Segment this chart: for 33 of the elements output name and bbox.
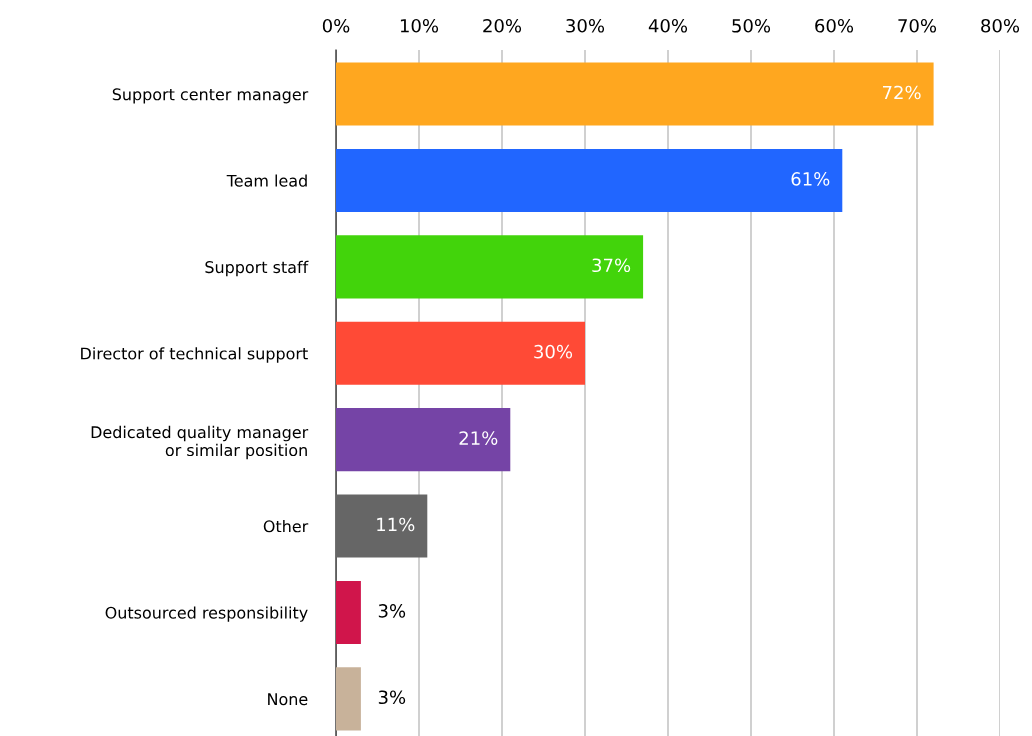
x-tick-label: 50% — [732, 18, 771, 33]
y-tick-label: Support staff — [205, 260, 309, 277]
bar — [336, 494, 428, 558]
x-tick-label: 60% — [815, 18, 854, 33]
y-tick-label: Director of technical support — [81, 347, 308, 363]
x-tick-label: 30% — [566, 18, 605, 33]
x-tick-label: 10% — [400, 18, 439, 33]
y-tick-label: Team lead — [226, 174, 307, 187]
x-tick-label: 80% — [981, 18, 1020, 33]
data-label: 72% — [883, 85, 921, 100]
bar — [336, 62, 934, 126]
bar — [336, 580, 361, 644]
x-tick-label: 0% — [322, 18, 350, 33]
y-tick-label: Other — [263, 519, 309, 533]
data-label: 3% — [378, 604, 406, 618]
data-label: 11% — [377, 517, 415, 532]
y-tick-label: None — [268, 693, 308, 706]
data-label: 37% — [592, 258, 631, 273]
x-tick-label: 70% — [898, 18, 937, 33]
bar — [336, 408, 511, 472]
y-tick-label: Dedicated quality manager or similar position — [91, 425, 309, 460]
data-label: 30% — [534, 344, 573, 359]
bar — [336, 148, 843, 212]
data-label: 3% — [378, 690, 406, 705]
bar — [336, 321, 585, 385]
data-label: 61% — [791, 172, 830, 186]
data-label: 21% — [459, 431, 498, 445]
bar — [336, 235, 644, 299]
x-tick-label: 40% — [648, 18, 688, 33]
y-tick-label: Outsourced responsibility — [105, 606, 308, 622]
x-tick-label: 20% — [483, 18, 522, 33]
y-tick-label: Support center manager — [112, 88, 309, 104]
bar — [336, 667, 361, 731]
